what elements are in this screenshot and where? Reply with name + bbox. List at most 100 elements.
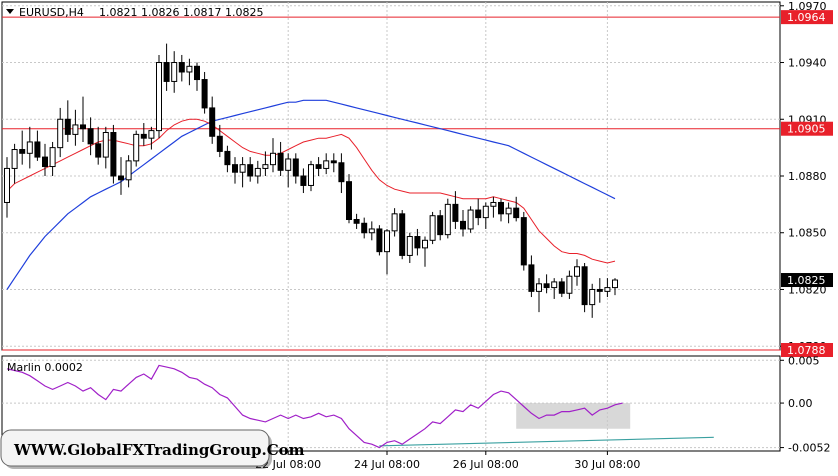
candle-body xyxy=(612,279,618,289)
candle-body xyxy=(277,152,284,171)
price-level-tag xyxy=(781,10,833,25)
candle-body xyxy=(399,213,406,256)
candle-body xyxy=(406,236,413,256)
candle-body xyxy=(57,118,64,149)
candle-body xyxy=(574,266,580,277)
candle-body xyxy=(376,228,383,253)
indicator-label: Marlin 0.0002 xyxy=(7,361,83,374)
oscillator-highlight-zone xyxy=(516,403,631,429)
price-level-tag-label: 1.0788 xyxy=(787,344,826,357)
candle-body xyxy=(42,156,48,168)
price-level-tag-label: 1.0964 xyxy=(787,11,826,24)
candle-body xyxy=(444,203,451,236)
oscillator-line xyxy=(6,364,623,449)
price-level-tag xyxy=(781,343,833,357)
candle-body xyxy=(391,213,398,232)
candle-body xyxy=(163,62,170,82)
candle-body xyxy=(80,124,86,130)
candle-body xyxy=(148,130,155,139)
ohlc-values: 1.0821 1.0826 1.0817 1.0825 xyxy=(99,6,263,19)
candle-body xyxy=(102,132,109,158)
candle-body xyxy=(581,266,588,306)
candle-body xyxy=(19,149,26,154)
collapse-triangle-icon[interactable] xyxy=(6,9,14,14)
candle-body xyxy=(156,62,162,132)
candle-body xyxy=(475,209,482,219)
candle-body xyxy=(498,201,504,215)
candle-body xyxy=(422,239,428,249)
candle-body xyxy=(452,203,459,222)
candle-body xyxy=(520,217,527,266)
price-tick-label: 1.0940 xyxy=(788,57,827,70)
candle-body xyxy=(467,209,474,230)
candle-body xyxy=(384,230,390,253)
candle-body xyxy=(224,150,231,166)
oscillator-axis: 0.005 0.00 -0.0052 xyxy=(780,354,830,455)
price-tick-label: 1.0880 xyxy=(788,170,827,183)
time-tick-label: 26 Jul 08:00 xyxy=(453,458,519,471)
oscillator-tick-label: 0.00 xyxy=(788,397,813,410)
candle-body xyxy=(125,160,132,181)
current-price-tag-label: 1.0825 xyxy=(787,274,826,287)
candle-body xyxy=(110,132,117,177)
current-price-tag xyxy=(781,273,833,288)
candle-body xyxy=(285,158,292,171)
candle-body xyxy=(178,62,185,73)
candle-body xyxy=(201,79,208,109)
candle-body xyxy=(292,158,299,177)
level-tags: 1.0964 1.0905 1.0788 1.0825 xyxy=(781,10,833,357)
price-grid xyxy=(2,2,780,451)
candle-body xyxy=(513,207,520,219)
candle-body xyxy=(49,147,56,168)
time-tick-label: 24 Jul 08:00 xyxy=(354,458,420,471)
oscillator-tick-label: -0.0052 xyxy=(788,442,830,455)
candle-body xyxy=(4,167,10,203)
candles xyxy=(4,43,618,318)
symbol-timeframe: EURUSD,H4 xyxy=(19,6,84,19)
candle-body xyxy=(482,205,489,219)
price-tick-label: 1.0970 xyxy=(788,0,827,13)
watermark-text: WWW.GlobalFXTradingGroup.Com xyxy=(13,441,305,459)
candle-body xyxy=(460,220,466,230)
price-tick-label: 1.0850 xyxy=(788,227,827,240)
candle-body xyxy=(262,164,269,169)
candle-body xyxy=(596,288,603,292)
candle-body xyxy=(247,164,254,177)
candle-body xyxy=(254,167,261,177)
candle-body xyxy=(604,287,611,292)
candle-body xyxy=(437,215,444,236)
candle-body xyxy=(239,164,246,173)
candle-body xyxy=(95,143,102,158)
candle-body xyxy=(26,141,33,154)
candle-body xyxy=(323,160,330,169)
candle-body xyxy=(361,222,368,234)
candle-body xyxy=(232,164,238,173)
time-tick-label: 22 Jul 08:00 xyxy=(255,458,321,471)
candle-body xyxy=(209,107,216,137)
candle-body xyxy=(315,164,322,169)
watermark: WWW.GlobalFXTradingGroup.Com xyxy=(0,429,305,469)
candle-body xyxy=(330,160,337,164)
candle-body xyxy=(368,228,375,234)
candle-body xyxy=(72,124,79,135)
candle-body xyxy=(414,236,421,249)
candle-body xyxy=(353,219,360,224)
candle-body xyxy=(589,288,596,306)
time-axis: 22 Jul 08:00 24 Jul 08:00 26 Jul 08:00 30 J… xyxy=(255,451,640,471)
candle-body xyxy=(118,175,124,181)
candle-body xyxy=(566,275,573,294)
candle-body xyxy=(186,65,193,73)
candle-body xyxy=(133,133,140,162)
candle-body xyxy=(543,283,550,289)
candle-body xyxy=(194,65,200,81)
candle-body xyxy=(64,118,71,135)
ma-slow-line xyxy=(6,99,616,290)
candle-body xyxy=(270,152,276,166)
candle-body xyxy=(171,62,178,82)
horizontal-levels xyxy=(2,16,780,351)
candle-body xyxy=(34,141,41,158)
candle-body xyxy=(536,283,542,292)
oscillator-tick-label: 0.005 xyxy=(788,354,820,367)
price-axis: 1.09701.09401.09101.08801.08501.08201.07… xyxy=(780,0,827,353)
